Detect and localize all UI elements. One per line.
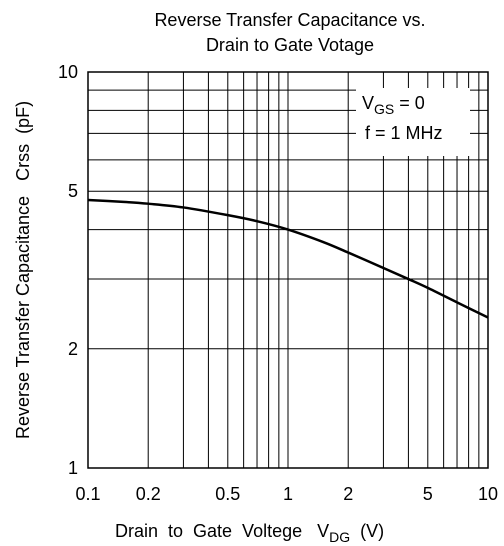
x-axis-label-unit: (V) [350,521,384,541]
x-axis-label-sub: DG [329,529,350,545]
plot-frame [87,71,489,469]
y-tick-label: 1 [68,458,78,478]
x-axis-label-main: Drain to Gate Voltege V [115,521,329,541]
capacitance-curve [87,198,489,319]
x-tick-label: 0.2 [136,484,161,504]
chart-title-line-2: Drain to Gate Votage [206,35,374,55]
chart-title-line-1: Reverse Transfer Capacitance vs. [154,10,425,30]
condition-vgs-main: V [362,93,374,113]
condition-vgs-rest: = 0 [394,93,425,113]
y-tick-labels: 1 2 5 10 [58,62,78,478]
x-tick-labels: 0.1 0.2 0.5 1 2 5 10 [75,484,498,504]
x-axis-label: Drain to Gate Voltege VDG (V) [115,521,384,545]
x-tick-label: 5 [423,484,433,504]
condition-frequency: f = 1 MHz [365,123,443,143]
condition-vgs: VGS = 0 [362,93,425,117]
condition-vgs-sub: GS [374,101,394,117]
x-tick-label: 1 [283,484,293,504]
y-axis-label: Reverse Transfer Capacitance Crss (pF) [13,101,33,439]
x-tick-label: 0.5 [215,484,240,504]
x-tick-label: 0.1 [75,484,100,504]
y-tick-label: 5 [68,181,78,201]
y-tick-label: 10 [58,62,78,82]
conditions-box-bg [356,88,470,156]
x-tick-label: 10 [478,484,498,504]
conditions-box: VGS = 0 f = 1 MHz [356,88,470,156]
y-tick-label: 2 [68,339,78,359]
x-tick-label: 2 [343,484,353,504]
